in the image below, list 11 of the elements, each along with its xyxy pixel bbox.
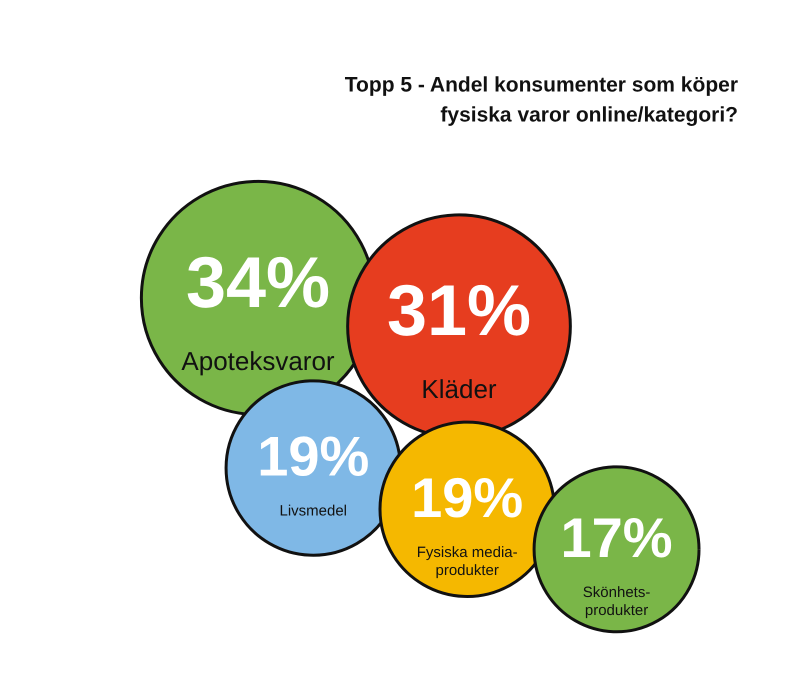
category-label: Fysiska media- produkter: [416, 544, 518, 579]
category-label: Kläder: [421, 374, 497, 404]
data-label: 31%: [386, 271, 532, 352]
data-label: 19%: [411, 466, 524, 529]
data-label: 19%: [257, 424, 370, 488]
data-label: 34%: [186, 243, 330, 323]
category-label: Livsmedel: [279, 502, 348, 520]
category-label: Skönhets- produkter: [582, 584, 650, 619]
data-label: 17%: [560, 506, 673, 569]
text: Topp 5 - Andel konsumenter som köper fysiska varor online/kategori?: [344, 74, 738, 126]
category-label: Apoteksvaror: [181, 346, 335, 376]
